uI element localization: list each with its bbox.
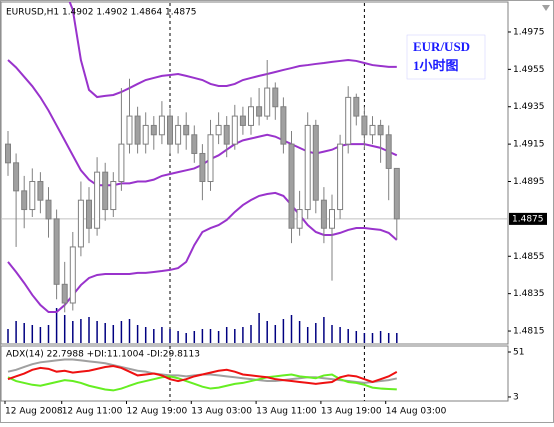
candle-body	[142, 124, 149, 145]
candle-body	[296, 209, 303, 229]
candle-body	[175, 124, 182, 145]
candle-body	[61, 283, 68, 304]
indicator-plot	[7, 346, 398, 401]
candle-body	[102, 171, 109, 211]
indicator-title: ADX(14) 22.7988 +DI:11.1004 -DI:29.8113	[6, 350, 200, 360]
candle-body	[167, 115, 173, 145]
y-tick-label: 1.4935	[513, 102, 545, 112]
candle-body	[345, 96, 352, 145]
y-tick-label: 1.4975	[513, 27, 545, 37]
candle-body	[385, 134, 392, 169]
candle-body	[21, 190, 28, 211]
scroll-marker	[542, 5, 550, 11]
candle-body	[126, 115, 133, 145]
candle-body	[77, 199, 84, 248]
candle-body	[288, 143, 295, 229]
candle-body	[393, 167, 400, 220]
x-tick-label: 12 Aug 2008	[5, 407, 63, 417]
candle-body	[215, 124, 222, 136]
indicator-line	[7, 373, 397, 392]
indicator-panel	[0, 345, 509, 402]
candle-body	[377, 124, 384, 136]
candle-body	[231, 115, 238, 145]
x-tick-label: 14 Aug 03:00	[386, 407, 447, 417]
candle-body	[329, 209, 335, 229]
y2-tick-label: 3	[513, 392, 519, 402]
x-tick-label: 13 Aug 19:00	[321, 407, 382, 417]
candle-body	[248, 106, 254, 126]
y-tick-label: 1.4815	[513, 327, 545, 337]
x-tick-label: 13 Aug 11:00	[256, 407, 317, 417]
y-tick-label: 1.4915	[513, 140, 545, 150]
band-upper	[68, 2, 397, 99]
y-tick-label: 1.4955	[513, 65, 545, 75]
y-tick-label: 1.4835	[513, 289, 545, 299]
candle-body	[53, 218, 60, 285]
candle-body	[199, 152, 206, 183]
candle-body	[118, 143, 125, 183]
candle-body	[239, 115, 246, 126]
axes: 1.4815 1.4835 1.4855 1.4895 1.4915 1.4935 1.49…	[4, 27, 547, 417]
candle-body	[158, 115, 165, 136]
candle-body	[45, 199, 52, 220]
candle-body	[69, 246, 76, 304]
annotation-line: 1小时图	[413, 58, 459, 73]
candle-body	[207, 134, 214, 183]
current-price-label: 1.4875	[512, 214, 544, 224]
main-panel	[0, 1, 509, 345]
y-tick-label: 1.4895	[513, 177, 545, 187]
candle-body	[191, 134, 198, 154]
candle-body	[264, 87, 271, 117]
candle-body	[369, 124, 376, 136]
candle-body	[134, 115, 141, 145]
candle-body	[110, 181, 117, 211]
candle-body	[256, 106, 263, 117]
candle-body	[223, 124, 230, 145]
candle-body	[320, 199, 327, 229]
candle-body	[86, 199, 92, 229]
candle-body	[312, 124, 319, 201]
y-tick-label: 1.4855	[513, 252, 545, 262]
candle-body	[5, 143, 11, 164]
y2-tick-label: 51	[513, 347, 524, 357]
candle-body	[304, 124, 311, 211]
x-tick-label: 12 Aug 11:00	[62, 407, 123, 417]
indicator-line	[7, 365, 398, 385]
candle-body	[29, 181, 36, 211]
candle-body	[94, 171, 101, 229]
current-price-box	[509, 212, 547, 225]
x-tick-label: 12 Aug 19:00	[127, 407, 188, 417]
main-plot	[1, 2, 508, 343]
candle-body	[37, 181, 44, 201]
candle-body	[280, 106, 287, 145]
candle-body	[150, 124, 157, 136]
candle-body	[183, 124, 190, 136]
annotation-box	[406, 34, 486, 80]
candle-body	[13, 162, 20, 192]
candle-body	[353, 96, 360, 117]
chart-title: EURUSD,H1 1.4902 1.4902 1.4864 1.4875	[6, 8, 197, 18]
annotation-line: EUR/USD	[413, 39, 470, 54]
candle-body	[272, 87, 279, 108]
candle-body	[361, 115, 368, 136]
candle-body	[337, 143, 344, 211]
x-tick-label: 13 Aug 03:00	[191, 407, 252, 417]
